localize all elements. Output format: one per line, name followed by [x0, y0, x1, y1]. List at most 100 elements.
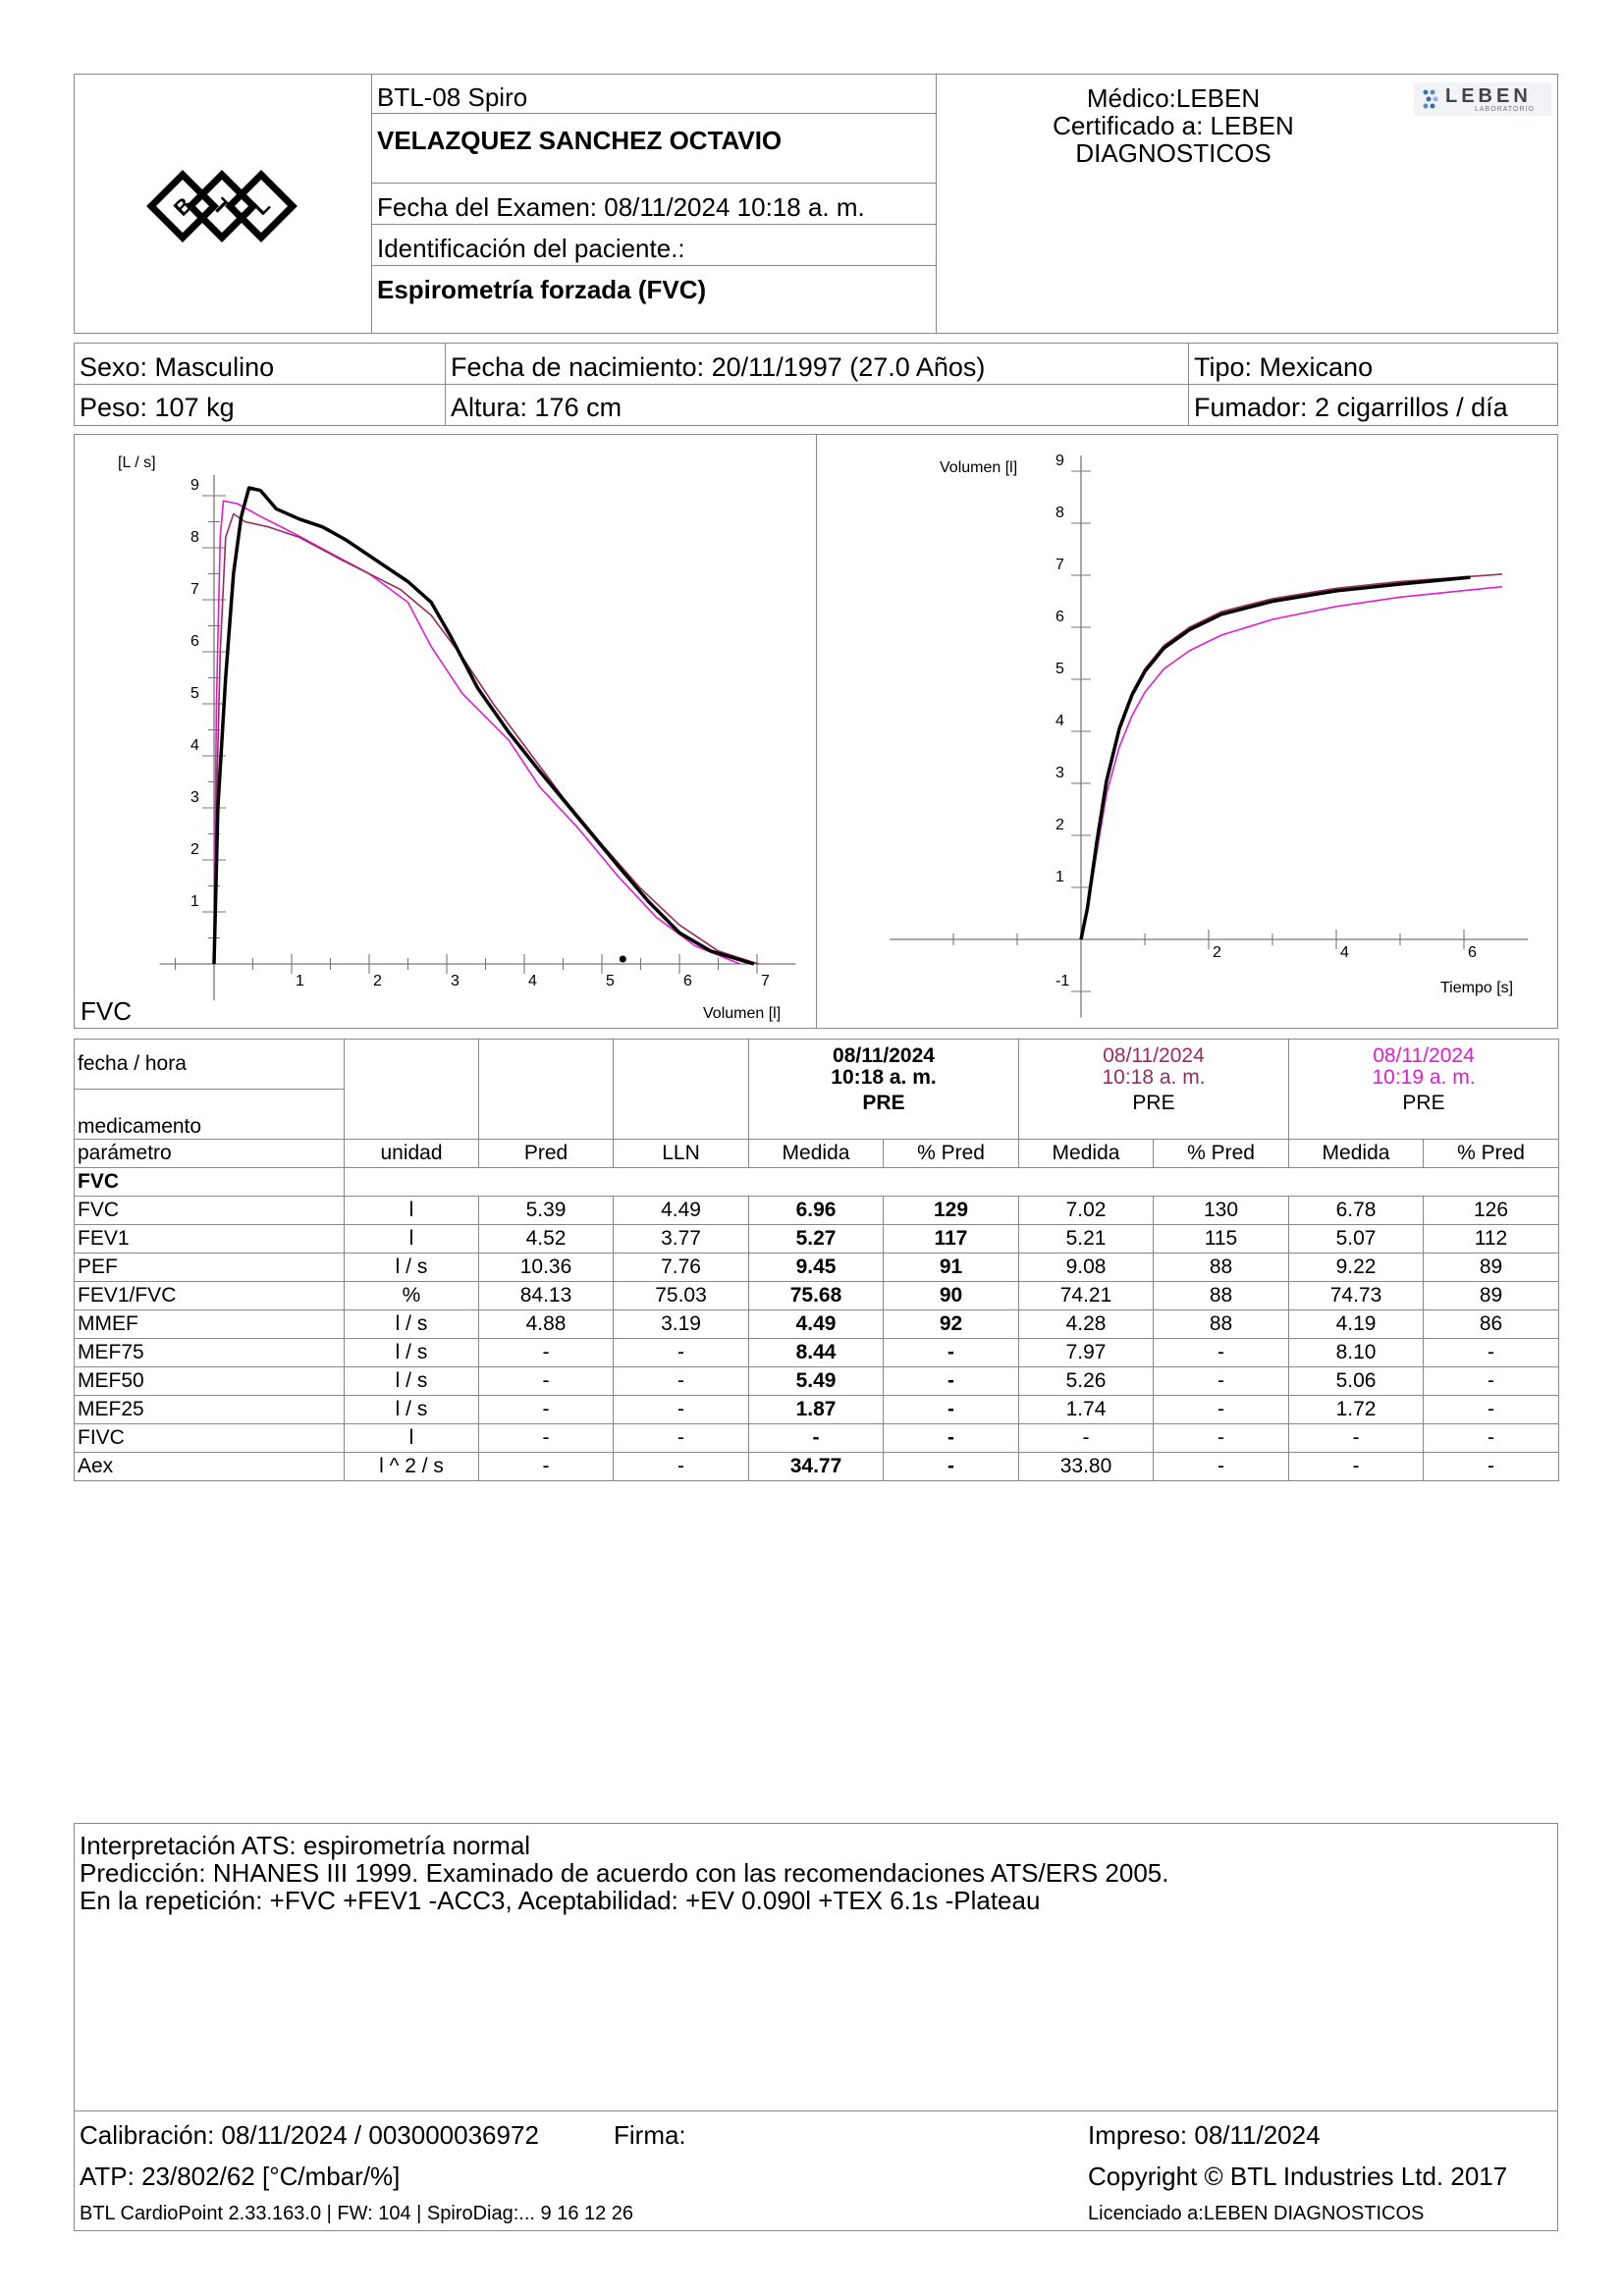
leben-logo-text: LEBEN: [1445, 85, 1532, 107]
software-version: BTL CardioPoint 2.33.163.0 | FW: 104 | S…: [80, 2203, 634, 2224]
column-header: Pred: [478, 1139, 614, 1168]
table-cell: -: [478, 1423, 614, 1453]
y-tick-label: 9: [1055, 453, 1064, 469]
table-cell: 3.19: [613, 1309, 749, 1339]
y-tick-label: 2: [1055, 817, 1064, 833]
label-fecha: fecha / hora: [74, 1039, 345, 1090]
table-cell: -: [1288, 1452, 1424, 1481]
y-tick-label: 7: [1055, 557, 1064, 573]
table-cell: -: [1153, 1423, 1289, 1453]
table-cell: 88: [1153, 1309, 1289, 1339]
table-cell: 90: [883, 1281, 1019, 1310]
table-cell: 74.21: [1018, 1281, 1154, 1310]
trial-1-header: 08/11/2024 10:18 a. m. PRE: [748, 1039, 1019, 1140]
table-cell: 5.49: [748, 1366, 884, 1396]
header-rule: [371, 224, 936, 225]
table-cell: -: [883, 1338, 1019, 1367]
table-cell: -: [1153, 1366, 1289, 1396]
table-row: FIVC l - - - - - - - -: [74, 1423, 1559, 1453]
footer-box: [74, 2110, 1558, 2231]
trial-1-time: 10:18 a. m.: [831, 1066, 937, 1089]
fev1-marker: [619, 955, 626, 963]
trial-2-date: 08/11/2024: [1103, 1044, 1205, 1067]
x-tick-label: 7: [761, 973, 770, 989]
table-cell: 4.49: [748, 1309, 884, 1339]
column-header: Medida: [748, 1139, 884, 1168]
column-header: % Pred: [1423, 1139, 1559, 1168]
chart-corner-label: FVC: [81, 996, 132, 1026]
patient-divider: [1188, 343, 1189, 426]
table-cell: -: [883, 1395, 1019, 1424]
parameter-name: MEF50: [74, 1366, 345, 1396]
table-cell: 88: [1153, 1253, 1289, 1282]
interpretation-line2: Predicción: NHANES III 1999. Examinado d…: [80, 1858, 1169, 1888]
trial-2-time: 10:18 a. m.: [1102, 1066, 1206, 1089]
table-row: MEF75 l / s - -8.44-7.97-8.10-: [74, 1338, 1559, 1367]
table-cell: -: [478, 1452, 614, 1481]
table-cell: l: [344, 1423, 479, 1453]
table-cell: 89: [1423, 1281, 1559, 1310]
test-type: Espirometría forzada (FVC): [377, 275, 707, 304]
table-cell: 9.45: [748, 1253, 884, 1282]
column-header: parámetro: [74, 1139, 345, 1168]
trial-2-header: 08/11/2024 10:18 a. m. PRE: [1018, 1039, 1289, 1140]
atp: ATP: 23/802/62 [°C/mbar/%]: [80, 2162, 401, 2191]
table-cell: 129: [883, 1196, 1019, 1225]
interpretation-line3: En la repetición: +FVC +FEV1 -ACC3, Acep…: [80, 1886, 1041, 1915]
table-cell: 1.72: [1288, 1395, 1424, 1424]
header-divider-logo: [371, 74, 372, 334]
table-cell: 4.19: [1288, 1309, 1424, 1339]
trial-1-med: PRE: [862, 1092, 905, 1114]
empty-cell: [613, 1039, 749, 1140]
table-cell: l / s: [344, 1309, 479, 1339]
device-name: BTL-08 Spiro: [377, 82, 528, 112]
patient-rule: [74, 384, 1558, 385]
patient-type: Tipo: Mexicano: [1194, 352, 1374, 382]
interpretation-text: Interpretación ATS: espirometría normal …: [80, 1832, 1168, 1914]
column-header: LLN: [613, 1139, 749, 1168]
table-row: MMEF l / s 4.88 3.19 4.49 92 4.28 88 4.19 86: [74, 1309, 1559, 1339]
header-frame: [74, 74, 1558, 334]
patient-birth: Fecha de nacimiento: 20/11/1997 (27.0 Añ…: [451, 352, 986, 382]
leben-logo-sub: LABORATORIO: [1475, 106, 1535, 113]
table-cell: 91: [883, 1253, 1019, 1282]
interpretation-line1: Interpretación ATS: espirometría normal: [80, 1831, 531, 1860]
table-cell: l ^ 2 / s: [344, 1452, 479, 1481]
header-divider-doctor: [936, 74, 937, 334]
table-cell: 6.96: [748, 1196, 884, 1225]
table-cell: 9.08: [1018, 1253, 1154, 1282]
flow-curve-trial3: [213, 500, 740, 965]
table-cell: -: [1423, 1395, 1559, 1424]
volume-curve-trial2: [1080, 573, 1503, 940]
y-tick-label: 1: [190, 893, 199, 910]
x-tick-label: 4: [1340, 944, 1349, 961]
trial-3-date: 08/11/2024: [1373, 1044, 1475, 1067]
x-axis-label: Tiempo [s]: [1440, 980, 1513, 996]
svg-text:B: B: [169, 192, 197, 221]
table-cell: -: [613, 1423, 749, 1453]
table-cell: 5.26: [1018, 1366, 1154, 1396]
table-cell: 10.36: [478, 1253, 614, 1282]
table-cell: 9.22: [1288, 1253, 1424, 1282]
y-tick-label: 5: [190, 685, 199, 702]
table-cell: -: [1153, 1338, 1289, 1367]
y-tick-label: 6: [190, 633, 199, 650]
table-cell: -: [1423, 1423, 1559, 1453]
y-axis-label: Volumen [l]: [940, 459, 1017, 476]
table-row: FVC l 5.39 4.49 6.96 129 7.02 130 6.78 126: [74, 1196, 1559, 1225]
copyright: Copyright © BTL Industries Ltd. 2017: [1088, 2162, 1508, 2191]
table-cell: l / s: [344, 1253, 479, 1282]
y-tick-label: 8: [1055, 505, 1064, 521]
parameter-name: Aex: [74, 1452, 345, 1481]
table-header-row: parámetro unidad Pred LLN Medida% Pred Medida…: [74, 1139, 1559, 1168]
patient-height: Altura: 176 cm: [451, 393, 622, 422]
table-cell: 4.52: [478, 1224, 614, 1254]
flow-curve-best: [212, 486, 755, 966]
table-cell: 5.07: [1288, 1224, 1424, 1254]
table-cell: 75.68: [748, 1281, 884, 1310]
signature-label: Firma:: [614, 2120, 686, 2150]
patient-id: Identificación del paciente.:: [377, 234, 685, 263]
certified-line2: DIAGNOSTICOS: [1075, 138, 1271, 168]
table-cell: -: [613, 1366, 749, 1396]
volume-time-chart: 2 4 6 -1 1 2 3 4 5 6 7 8 9 Volumen [l] Tiempo [s]: [890, 453, 1528, 1018]
